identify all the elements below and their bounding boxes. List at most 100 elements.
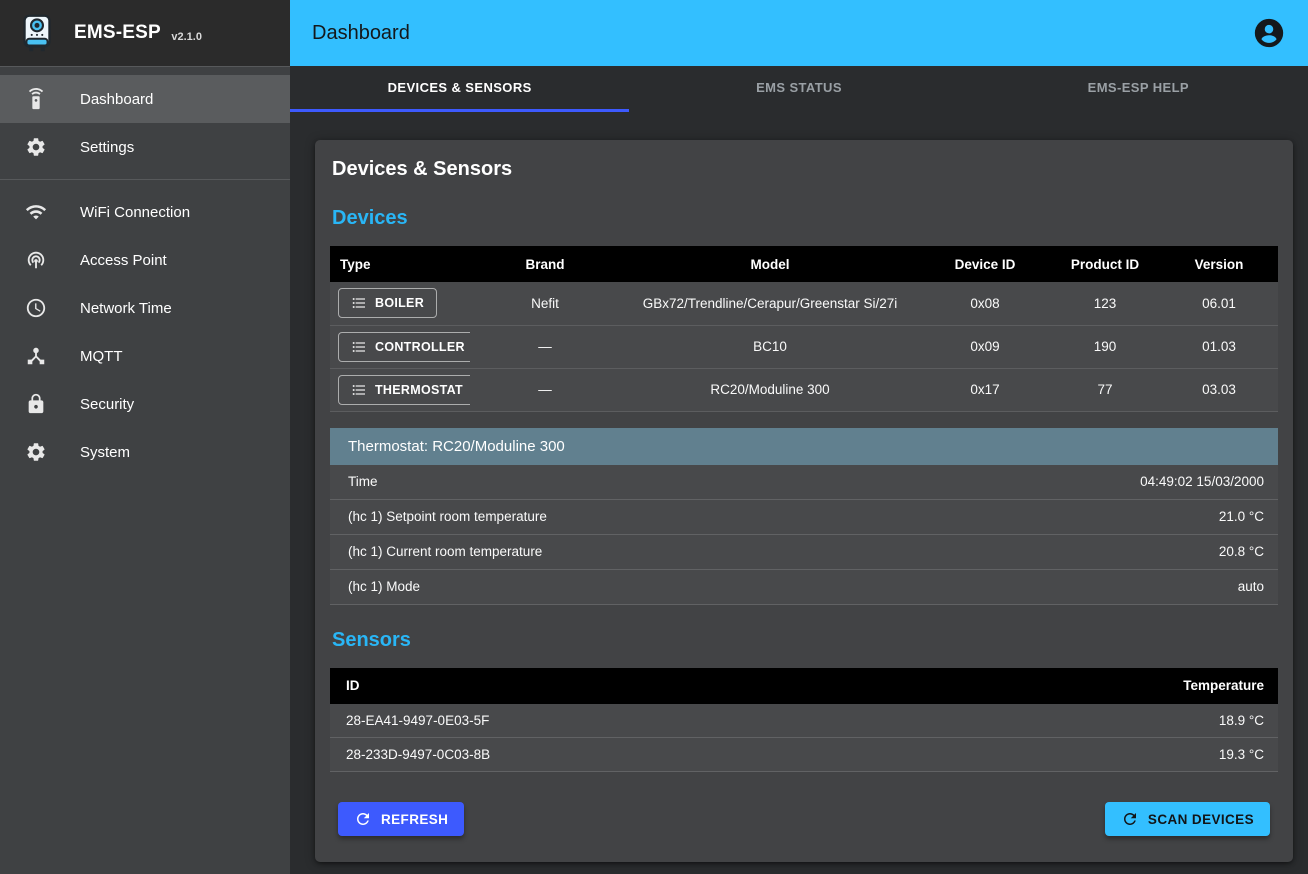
device-brand: — bbox=[470, 325, 620, 369]
col-device-id: Device ID bbox=[920, 246, 1050, 282]
account-icon[interactable] bbox=[1252, 16, 1286, 50]
device-brand: Nefit bbox=[470, 282, 620, 326]
app-version: v2.1.0 bbox=[171, 31, 202, 43]
detail-label: (hc 1) Setpoint room temperature bbox=[348, 509, 547, 524]
sensors-table-header: ID Temperature bbox=[330, 667, 1278, 704]
device-id: 0x08 bbox=[920, 282, 1050, 326]
sidebar: EMS-ESP v2.1.0 Dashboard Settings bbox=[0, 0, 290, 874]
main-area: Dashboard DEVICES & SENSORS EMS STATUS E… bbox=[290, 0, 1308, 874]
scan-devices-button[interactable]: SCAN DEVICES bbox=[1104, 802, 1270, 836]
sidebar-item-label: Security bbox=[80, 395, 135, 413]
devices-sensors-card: Devices & Sensors Devices Type Brand Mod… bbox=[315, 140, 1293, 862]
detail-row: (hc 1) Mode auto bbox=[330, 569, 1278, 605]
refresh-icon bbox=[1123, 813, 1136, 825]
sensor-temperature: 19.3 °C bbox=[804, 737, 1278, 772]
device-version: 06.01 bbox=[1160, 282, 1278, 326]
list-icon bbox=[352, 298, 365, 309]
device-model: RC20/Moduline 300 bbox=[620, 368, 920, 412]
device-row-thermostat[interactable]: THERMOSTAT — RC20/Moduline 300 0x17 77 0… bbox=[330, 368, 1278, 412]
clock-icon bbox=[24, 296, 48, 320]
sidebar-item-label: Access Point bbox=[80, 251, 167, 269]
device-brand: — bbox=[470, 368, 620, 412]
detail-row: Time 04:49:02 15/03/2000 bbox=[330, 464, 1278, 500]
list-icon bbox=[352, 341, 365, 352]
device-type-button[interactable]: CONTROLLER bbox=[338, 331, 470, 362]
detail-label: (hc 1) Current room temperature bbox=[348, 544, 543, 559]
sensor-row: 28-233D-9497-0C03-8B 19.3 °C bbox=[330, 737, 1278, 772]
gear-icon bbox=[24, 440, 48, 464]
detail-row: (hc 1) Current room temperature 20.8 °C bbox=[330, 534, 1278, 570]
col-model: Model bbox=[620, 246, 920, 282]
sensor-temperature: 18.9 °C bbox=[804, 703, 1278, 738]
sidebar-item-label: MQTT bbox=[80, 347, 123, 365]
divider bbox=[0, 66, 290, 67]
sidebar-item-access-point[interactable]: Access Point bbox=[0, 236, 290, 284]
tab-devices-sensors[interactable]: DEVICES & SENSORS bbox=[290, 66, 630, 112]
detail-label: (hc 1) Mode bbox=[348, 579, 421, 594]
device-detail-title: Thermostat: RC20/Moduline 300 bbox=[330, 427, 1278, 465]
col-brand: Brand bbox=[470, 246, 620, 282]
col-id: ID bbox=[330, 667, 804, 704]
detail-label: Time bbox=[348, 474, 378, 489]
device-version: 03.03 bbox=[1160, 368, 1278, 412]
refresh-button[interactable]: REFRESH bbox=[338, 802, 465, 836]
refresh-icon bbox=[357, 813, 369, 825]
sidebar-item-settings[interactable]: Settings bbox=[0, 123, 290, 171]
col-type: Type bbox=[330, 246, 470, 282]
device-type-button[interactable]: THERMOSTAT bbox=[338, 374, 470, 405]
page-title: Dashboard bbox=[312, 21, 410, 44]
appbar: Dashboard bbox=[290, 0, 1308, 66]
card-title: Devices & Sensors bbox=[332, 158, 513, 180]
sidebar-item-dashboard[interactable]: Dashboard bbox=[0, 75, 290, 123]
detail-value: 20.8 °C bbox=[1218, 544, 1264, 559]
sidebar-item-label: Settings bbox=[80, 138, 135, 156]
tab-ems-esp-help[interactable]: EMS-ESP HELP bbox=[1087, 80, 1189, 95]
sidebar-item-label: Network Time bbox=[80, 299, 172, 317]
sidebar-item-security[interactable]: Security bbox=[0, 380, 290, 428]
col-product-id: Product ID bbox=[1050, 246, 1160, 282]
device-detail-panel: Thermostat: RC20/Moduline 300 Time 04:49… bbox=[330, 427, 1278, 605]
sidebar-nav-primary: Dashboard Settings bbox=[0, 67, 290, 179]
device-product-id: 190 bbox=[1050, 325, 1160, 369]
boiler-logo-icon bbox=[23, 14, 51, 52]
tab-ems-status[interactable]: EMS STATUS bbox=[756, 80, 842, 95]
sidebar-nav-secondary: WiFi Connection Access Point Network Tim… bbox=[0, 180, 290, 484]
devices-table-header: Type Brand Model Device ID Product ID Ve… bbox=[330, 246, 1278, 282]
sensors-heading: Sensors bbox=[332, 628, 411, 651]
hub-icon bbox=[24, 344, 48, 368]
sidebar-item-system[interactable]: System bbox=[0, 428, 290, 476]
device-id: 0x09 bbox=[920, 325, 1050, 369]
app-title: EMS-ESP v2.1.0 bbox=[74, 22, 202, 44]
sidebar-item-mqtt[interactable]: MQTT bbox=[0, 332, 290, 380]
app-name: EMS-ESP bbox=[74, 22, 161, 43]
detail-value: 21.0 °C bbox=[1218, 509, 1264, 524]
sidebar-item-network-time[interactable]: Network Time bbox=[0, 284, 290, 332]
device-row-controller[interactable]: CONTROLLER — BC10 0x09 190 01.03 bbox=[330, 325, 1278, 369]
sidebar-item-label: Dashboard bbox=[80, 90, 154, 108]
list-icon bbox=[352, 384, 365, 395]
tab-bar: DEVICES & SENSORS EMS STATUS EMS-ESP HEL… bbox=[290, 66, 1308, 112]
device-product-id: 77 bbox=[1050, 368, 1160, 412]
sidebar-item-wifi-connection[interactable]: WiFi Connection bbox=[0, 188, 290, 236]
lock-icon bbox=[24, 392, 48, 416]
device-id: 0x17 bbox=[920, 368, 1050, 412]
col-temperature: Temperature bbox=[804, 667, 1278, 704]
detail-value: auto bbox=[1237, 579, 1264, 594]
sensor-row: 28-EA41-9497-0E03-5F 18.9 °C bbox=[330, 703, 1278, 738]
access-point-icon bbox=[24, 248, 48, 272]
sensors-table: ID Temperature 28-EA41-9497-0E03-5F 18.9… bbox=[330, 667, 1278, 772]
sensor-id: 28-233D-9497-0C03-8B bbox=[330, 737, 804, 772]
remote-icon bbox=[24, 87, 48, 111]
sidebar-item-label: System bbox=[80, 443, 131, 461]
devices-heading: Devices bbox=[332, 207, 408, 229]
device-product-id: 123 bbox=[1050, 282, 1160, 326]
sensor-id: 28-EA41-9497-0E03-5F bbox=[330, 703, 804, 738]
device-type-button[interactable]: BOILER bbox=[338, 288, 438, 319]
content: Devices & Sensors Devices Type Brand Mod… bbox=[290, 112, 1308, 874]
sidebar-item-label: WiFi Connection bbox=[80, 203, 191, 221]
device-model: GBx72/Trendline/Cerapur/Greenstar Si/27i bbox=[620, 282, 920, 326]
device-model: BC10 bbox=[620, 325, 920, 369]
device-row-boiler[interactable]: BOILER Nefit GBx72/Trendline/Cerapur/Gre… bbox=[330, 282, 1278, 326]
detail-row: (hc 1) Setpoint room temperature 21.0 °C bbox=[330, 499, 1278, 535]
